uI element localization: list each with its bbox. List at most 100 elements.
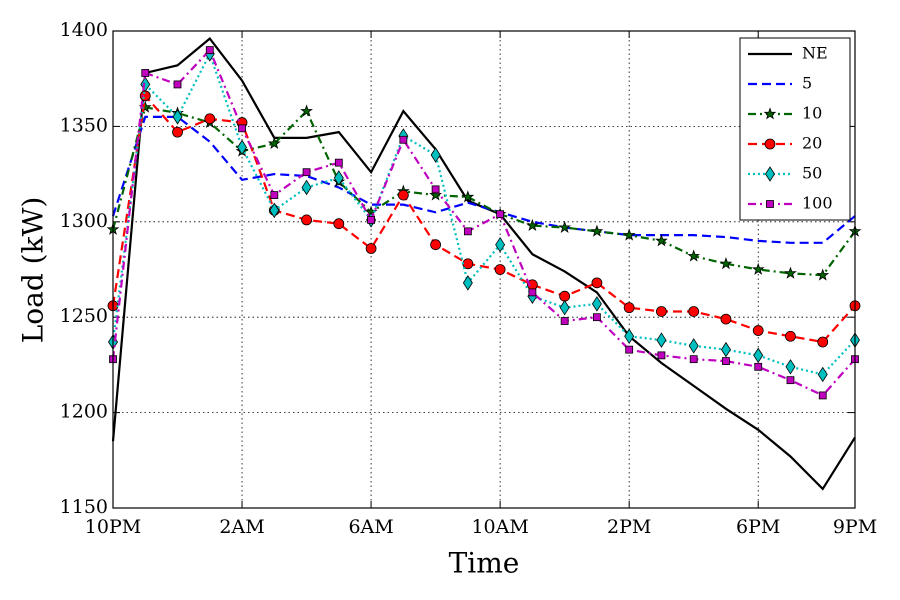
y-axis-label: Load (kW) bbox=[17, 197, 50, 344]
marker bbox=[302, 168, 311, 177]
marker bbox=[784, 266, 797, 279]
marker bbox=[397, 189, 409, 201]
marker bbox=[624, 328, 635, 345]
x-axis-label: Time bbox=[449, 547, 520, 580]
marker bbox=[238, 124, 246, 133]
marker bbox=[431, 185, 440, 194]
y-tick-label: 1300 bbox=[60, 210, 108, 232]
marker bbox=[817, 366, 828, 383]
x-tick-label: 10AM bbox=[471, 516, 528, 538]
marker bbox=[494, 264, 506, 275]
marker bbox=[623, 302, 635, 314]
marker bbox=[205, 46, 214, 54]
marker bbox=[688, 338, 699, 354]
marker bbox=[786, 376, 795, 385]
legend-label: 100 bbox=[802, 194, 833, 213]
marker bbox=[270, 191, 279, 199]
x-tick-label: 10PM bbox=[85, 516, 141, 538]
marker bbox=[172, 109, 183, 125]
marker bbox=[785, 330, 796, 342]
x-tick-label: 6AM bbox=[348, 516, 393, 538]
marker bbox=[591, 277, 603, 289]
marker bbox=[430, 239, 442, 251]
marker bbox=[722, 357, 730, 365]
marker bbox=[720, 341, 731, 358]
marker bbox=[461, 190, 475, 203]
marker bbox=[766, 200, 774, 208]
marker bbox=[764, 138, 776, 150]
marker bbox=[559, 290, 571, 302]
marker bbox=[753, 347, 764, 364]
legend-label: 10 bbox=[802, 104, 822, 123]
marker bbox=[429, 188, 442, 201]
y-tick-label: 1200 bbox=[60, 401, 108, 423]
marker bbox=[656, 332, 667, 348]
marker bbox=[785, 359, 796, 375]
series-line bbox=[111, 106, 856, 277]
marker bbox=[367, 215, 375, 224]
x-tick-label: 6PM bbox=[736, 516, 780, 538]
marker bbox=[751, 262, 765, 275]
marker bbox=[269, 202, 280, 219]
y-tick-label: 1400 bbox=[60, 19, 108, 41]
legend-label: 20 bbox=[802, 134, 822, 153]
y-tick-label: 1250 bbox=[60, 305, 108, 327]
y-tick-label: 1150 bbox=[60, 496, 108, 518]
series-line bbox=[111, 93, 856, 344]
plot-frame bbox=[112, 30, 856, 509]
marker bbox=[301, 179, 312, 196]
marker bbox=[172, 126, 183, 138]
marker bbox=[399, 135, 408, 144]
x-tick-label: 2AM bbox=[219, 516, 264, 538]
marker bbox=[719, 257, 733, 270]
marker bbox=[559, 299, 570, 316]
legend-label: NE bbox=[802, 44, 828, 63]
marker bbox=[689, 355, 698, 364]
series-line bbox=[111, 115, 856, 244]
marker bbox=[526, 218, 539, 232]
marker bbox=[591, 296, 602, 312]
marker bbox=[688, 306, 700, 317]
marker bbox=[622, 228, 636, 241]
legend-label: 5 bbox=[802, 74, 812, 93]
marker bbox=[754, 362, 763, 371]
legend-label: 50 bbox=[802, 164, 822, 183]
marker bbox=[625, 345, 634, 354]
y-tick-label: 1350 bbox=[60, 114, 108, 136]
marker bbox=[267, 136, 281, 150]
marker bbox=[752, 325, 764, 336]
marker bbox=[817, 336, 829, 348]
marker bbox=[765, 166, 775, 182]
x-tick-label: 9PM bbox=[833, 516, 877, 538]
marker bbox=[763, 107, 777, 120]
marker bbox=[462, 275, 473, 291]
marker bbox=[365, 243, 377, 254]
marker bbox=[655, 234, 668, 247]
marker bbox=[300, 104, 313, 117]
marker bbox=[334, 158, 343, 167]
marker bbox=[528, 288, 537, 297]
marker bbox=[430, 147, 441, 163]
marker bbox=[657, 351, 666, 360]
marker bbox=[141, 69, 150, 77]
marker bbox=[656, 306, 667, 317]
marker bbox=[816, 268, 830, 281]
marker bbox=[720, 313, 732, 325]
marker bbox=[237, 139, 248, 156]
series-line bbox=[111, 51, 856, 376]
legend-box bbox=[739, 37, 851, 221]
marker bbox=[818, 391, 827, 400]
marker bbox=[560, 317, 569, 325]
marker bbox=[333, 170, 344, 186]
x-tick-label: 2PM bbox=[607, 516, 651, 538]
marker bbox=[333, 218, 345, 230]
marker bbox=[173, 80, 182, 89]
marker bbox=[463, 227, 472, 236]
marker bbox=[140, 76, 151, 93]
marker bbox=[495, 236, 506, 253]
marker bbox=[590, 224, 604, 237]
marker bbox=[593, 313, 601, 322]
marker bbox=[496, 210, 505, 219]
marker bbox=[687, 249, 701, 262]
